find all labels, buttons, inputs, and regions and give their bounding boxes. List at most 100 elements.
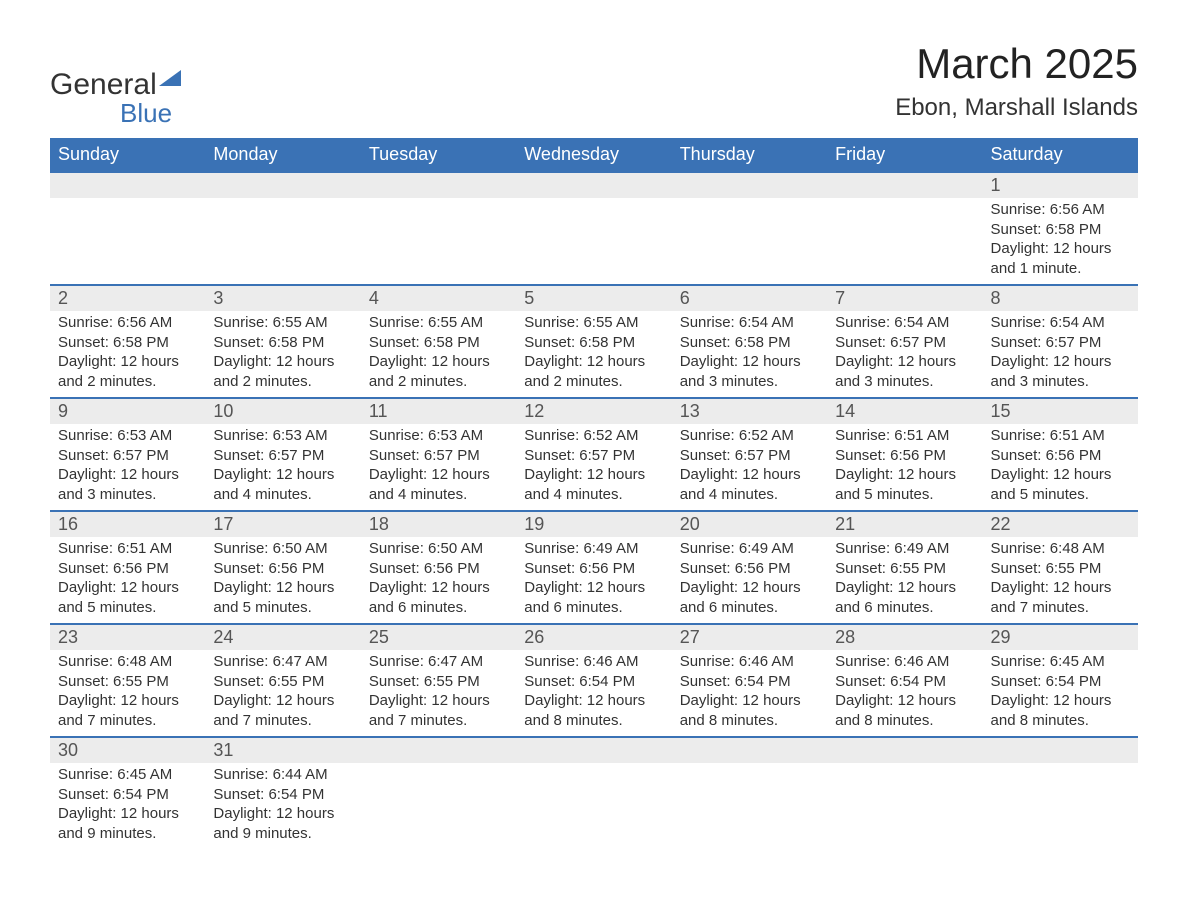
calendar-cell: 21Sunrise: 6:49 AMSunset: 6:55 PMDayligh…	[827, 511, 982, 624]
day-number: 24	[205, 625, 360, 650]
calendar-row: 9Sunrise: 6:53 AMSunset: 6:57 PMDaylight…	[50, 398, 1138, 511]
day-content: Sunrise: 6:53 AMSunset: 6:57 PMDaylight:…	[361, 424, 516, 510]
sunset-text: Sunset: 6:54 PM	[680, 672, 819, 692]
day-number: 23	[50, 625, 205, 650]
day-content: Sunrise: 6:44 AMSunset: 6:54 PMDaylight:…	[205, 763, 360, 849]
calendar-cell	[50, 172, 205, 285]
calendar-cell: 9Sunrise: 6:53 AMSunset: 6:57 PMDaylight…	[50, 398, 205, 511]
calendar-cell: 30Sunrise: 6:45 AMSunset: 6:54 PMDayligh…	[50, 737, 205, 849]
sunrise-text: Sunrise: 6:47 AM	[369, 652, 508, 672]
sunrise-text: Sunrise: 6:49 AM	[680, 539, 819, 559]
daylight-text: Daylight: 12 hours and 2 minutes.	[369, 352, 508, 391]
sunset-text: Sunset: 6:57 PM	[213, 446, 352, 466]
calendar-header: Sunday Monday Tuesday Wednesday Thursday…	[50, 138, 1138, 172]
day-content-empty	[361, 763, 516, 843]
day-content: Sunrise: 6:48 AMSunset: 6:55 PMDaylight:…	[50, 650, 205, 736]
sunset-text: Sunset: 6:56 PM	[213, 559, 352, 579]
day-content: Sunrise: 6:47 AMSunset: 6:55 PMDaylight:…	[205, 650, 360, 736]
calendar-cell: 28Sunrise: 6:46 AMSunset: 6:54 PMDayligh…	[827, 624, 982, 737]
daylight-text: Daylight: 12 hours and 5 minutes.	[58, 578, 197, 617]
sunrise-text: Sunrise: 6:54 AM	[835, 313, 974, 333]
weekday-thu: Thursday	[672, 138, 827, 172]
day-number-empty	[50, 173, 205, 198]
day-number-empty	[672, 173, 827, 198]
sunset-text: Sunset: 6:57 PM	[369, 446, 508, 466]
sunset-text: Sunset: 6:56 PM	[369, 559, 508, 579]
weekday-sun: Sunday	[50, 138, 205, 172]
sunset-text: Sunset: 6:58 PM	[991, 220, 1130, 240]
daylight-text: Daylight: 12 hours and 7 minutes.	[213, 691, 352, 730]
sunrise-text: Sunrise: 6:55 AM	[213, 313, 352, 333]
sunset-text: Sunset: 6:58 PM	[524, 333, 663, 353]
day-number: 26	[516, 625, 671, 650]
sunrise-text: Sunrise: 6:45 AM	[991, 652, 1130, 672]
sunrise-text: Sunrise: 6:56 AM	[991, 200, 1130, 220]
daylight-text: Daylight: 12 hours and 8 minutes.	[524, 691, 663, 730]
daylight-text: Daylight: 12 hours and 4 minutes.	[524, 465, 663, 504]
sunrise-text: Sunrise: 6:51 AM	[835, 426, 974, 446]
daylight-text: Daylight: 12 hours and 4 minutes.	[213, 465, 352, 504]
sunset-text: Sunset: 6:55 PM	[369, 672, 508, 692]
sunrise-text: Sunrise: 6:51 AM	[991, 426, 1130, 446]
day-content: Sunrise: 6:50 AMSunset: 6:56 PMDaylight:…	[205, 537, 360, 623]
daylight-text: Daylight: 12 hours and 7 minutes.	[369, 691, 508, 730]
calendar-cell: 19Sunrise: 6:49 AMSunset: 6:56 PMDayligh…	[516, 511, 671, 624]
day-content: Sunrise: 6:52 AMSunset: 6:57 PMDaylight:…	[516, 424, 671, 510]
sunrise-text: Sunrise: 6:46 AM	[524, 652, 663, 672]
sunset-text: Sunset: 6:58 PM	[369, 333, 508, 353]
sunset-text: Sunset: 6:57 PM	[835, 333, 974, 353]
daylight-text: Daylight: 12 hours and 9 minutes.	[213, 804, 352, 843]
day-number: 28	[827, 625, 982, 650]
sunset-text: Sunset: 6:55 PM	[991, 559, 1130, 579]
sunrise-text: Sunrise: 6:54 AM	[680, 313, 819, 333]
sunset-text: Sunset: 6:58 PM	[213, 333, 352, 353]
day-number: 30	[50, 738, 205, 763]
sunrise-text: Sunrise: 6:48 AM	[991, 539, 1130, 559]
sunrise-text: Sunrise: 6:44 AM	[213, 765, 352, 785]
calendar-cell: 6Sunrise: 6:54 AMSunset: 6:58 PMDaylight…	[672, 285, 827, 398]
sunset-text: Sunset: 6:55 PM	[213, 672, 352, 692]
day-number-empty	[983, 738, 1138, 763]
daylight-text: Daylight: 12 hours and 3 minutes.	[835, 352, 974, 391]
sunrise-text: Sunrise: 6:52 AM	[524, 426, 663, 446]
month-title: March 2025	[895, 40, 1138, 88]
calendar-cell: 1Sunrise: 6:56 AMSunset: 6:58 PMDaylight…	[983, 172, 1138, 285]
calendar-cell	[205, 172, 360, 285]
calendar-row: 30Sunrise: 6:45 AMSunset: 6:54 PMDayligh…	[50, 737, 1138, 849]
daylight-text: Daylight: 12 hours and 2 minutes.	[213, 352, 352, 391]
sunset-text: Sunset: 6:57 PM	[524, 446, 663, 466]
sunrise-text: Sunrise: 6:53 AM	[58, 426, 197, 446]
day-content: Sunrise: 6:49 AMSunset: 6:56 PMDaylight:…	[516, 537, 671, 623]
daylight-text: Daylight: 12 hours and 8 minutes.	[835, 691, 974, 730]
day-number: 2	[50, 286, 205, 311]
day-number: 27	[672, 625, 827, 650]
sunrise-text: Sunrise: 6:50 AM	[369, 539, 508, 559]
day-content-empty	[205, 198, 360, 278]
sunrise-text: Sunrise: 6:51 AM	[58, 539, 197, 559]
day-content: Sunrise: 6:46 AMSunset: 6:54 PMDaylight:…	[672, 650, 827, 736]
day-number-empty	[516, 738, 671, 763]
calendar-cell: 2Sunrise: 6:56 AMSunset: 6:58 PMDaylight…	[50, 285, 205, 398]
calendar-body: 1Sunrise: 6:56 AMSunset: 6:58 PMDaylight…	[50, 172, 1138, 849]
calendar-cell: 31Sunrise: 6:44 AMSunset: 6:54 PMDayligh…	[205, 737, 360, 849]
day-number-empty	[827, 738, 982, 763]
calendar-table: Sunday Monday Tuesday Wednesday Thursday…	[50, 138, 1138, 849]
day-number: 12	[516, 399, 671, 424]
day-content-empty	[672, 198, 827, 278]
daylight-text: Daylight: 12 hours and 3 minutes.	[991, 352, 1130, 391]
day-content: Sunrise: 6:56 AMSunset: 6:58 PMDaylight:…	[50, 311, 205, 397]
daylight-text: Daylight: 12 hours and 1 minute.	[991, 239, 1130, 278]
day-content-empty	[361, 198, 516, 278]
day-number: 19	[516, 512, 671, 537]
calendar-cell: 15Sunrise: 6:51 AMSunset: 6:56 PMDayligh…	[983, 398, 1138, 511]
day-number: 20	[672, 512, 827, 537]
daylight-text: Daylight: 12 hours and 2 minutes.	[58, 352, 197, 391]
calendar-row: 2Sunrise: 6:56 AMSunset: 6:58 PMDaylight…	[50, 285, 1138, 398]
day-content: Sunrise: 6:54 AMSunset: 6:58 PMDaylight:…	[672, 311, 827, 397]
sunset-text: Sunset: 6:56 PM	[835, 446, 974, 466]
logo-line1: General	[50, 68, 157, 101]
calendar-cell: 18Sunrise: 6:50 AMSunset: 6:56 PMDayligh…	[361, 511, 516, 624]
sunrise-text: Sunrise: 6:48 AM	[58, 652, 197, 672]
day-content: Sunrise: 6:47 AMSunset: 6:55 PMDaylight:…	[361, 650, 516, 736]
logo-line1-wrap: General	[50, 70, 181, 100]
